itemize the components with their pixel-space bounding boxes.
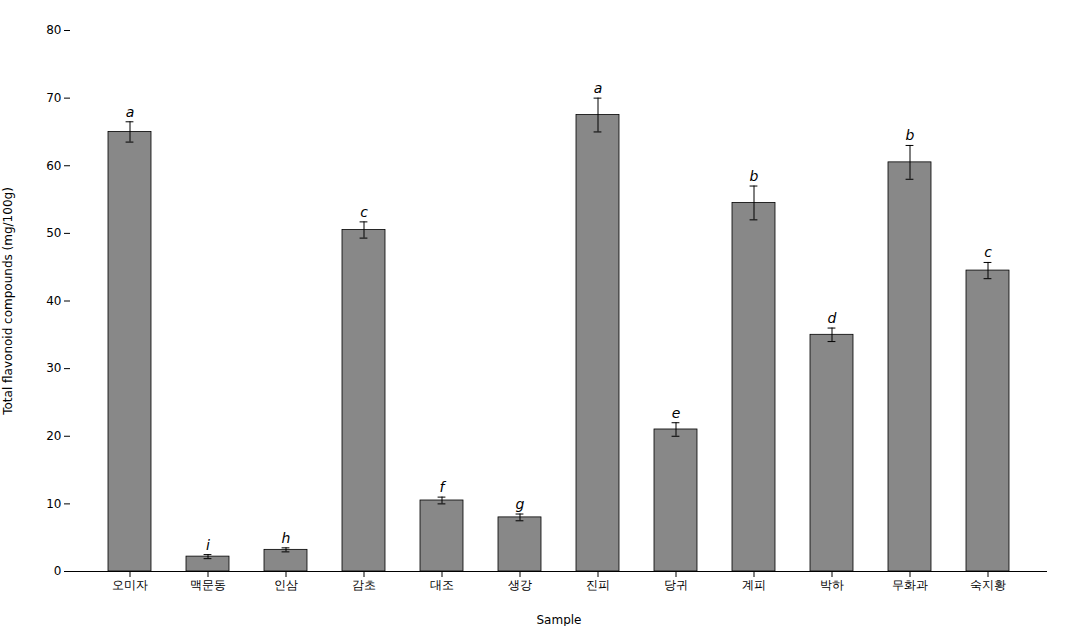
svg-text:진피: 진피 bbox=[586, 578, 610, 592]
svg-text:0: 0 bbox=[54, 564, 62, 578]
svg-text:계피: 계피 bbox=[742, 578, 766, 592]
svg-text:인삼: 인삼 bbox=[274, 578, 298, 592]
svg-text:오미자: 오미자 bbox=[112, 578, 148, 592]
svg-text:박하: 박하 bbox=[820, 578, 844, 592]
svg-text:60: 60 bbox=[46, 159, 61, 173]
svg-text:50: 50 bbox=[46, 226, 61, 240]
svg-text:Sample: Sample bbox=[537, 613, 582, 626]
svg-text:a: a bbox=[594, 80, 603, 96]
svg-text:c: c bbox=[984, 244, 992, 260]
svg-text:30: 30 bbox=[46, 361, 61, 375]
svg-text:감초: 감초 bbox=[352, 578, 376, 592]
svg-text:숙지황: 숙지황 bbox=[970, 578, 1006, 592]
svg-text:70: 70 bbox=[46, 91, 61, 105]
svg-text:생강: 생강 bbox=[508, 578, 532, 592]
svg-text:40: 40 bbox=[46, 294, 61, 308]
svg-text:대조: 대조 bbox=[430, 578, 454, 592]
svg-text:b: b bbox=[906, 127, 915, 143]
svg-text:맥문동: 맥문동 bbox=[190, 578, 226, 592]
svg-text:i: i bbox=[206, 537, 210, 553]
svg-text:f: f bbox=[440, 479, 447, 495]
svg-text:무화과: 무화과 bbox=[892, 578, 928, 592]
svg-text:d: d bbox=[828, 310, 837, 326]
svg-text:a: a bbox=[126, 104, 135, 120]
svg-text:c: c bbox=[360, 204, 368, 220]
svg-text:80: 80 bbox=[46, 23, 61, 37]
svg-text:e: e bbox=[672, 405, 681, 421]
svg-text:20: 20 bbox=[46, 429, 61, 443]
svg-text:10: 10 bbox=[46, 497, 61, 511]
svg-text:h: h bbox=[282, 530, 291, 546]
svg-text:Total flavonoid compounds (mg/: Total flavonoid compounds (mg/100g) bbox=[1, 187, 15, 416]
svg-text:b: b bbox=[750, 168, 759, 184]
svg-text:당귀: 당귀 bbox=[664, 578, 688, 592]
svg-text:g: g bbox=[516, 496, 525, 512]
